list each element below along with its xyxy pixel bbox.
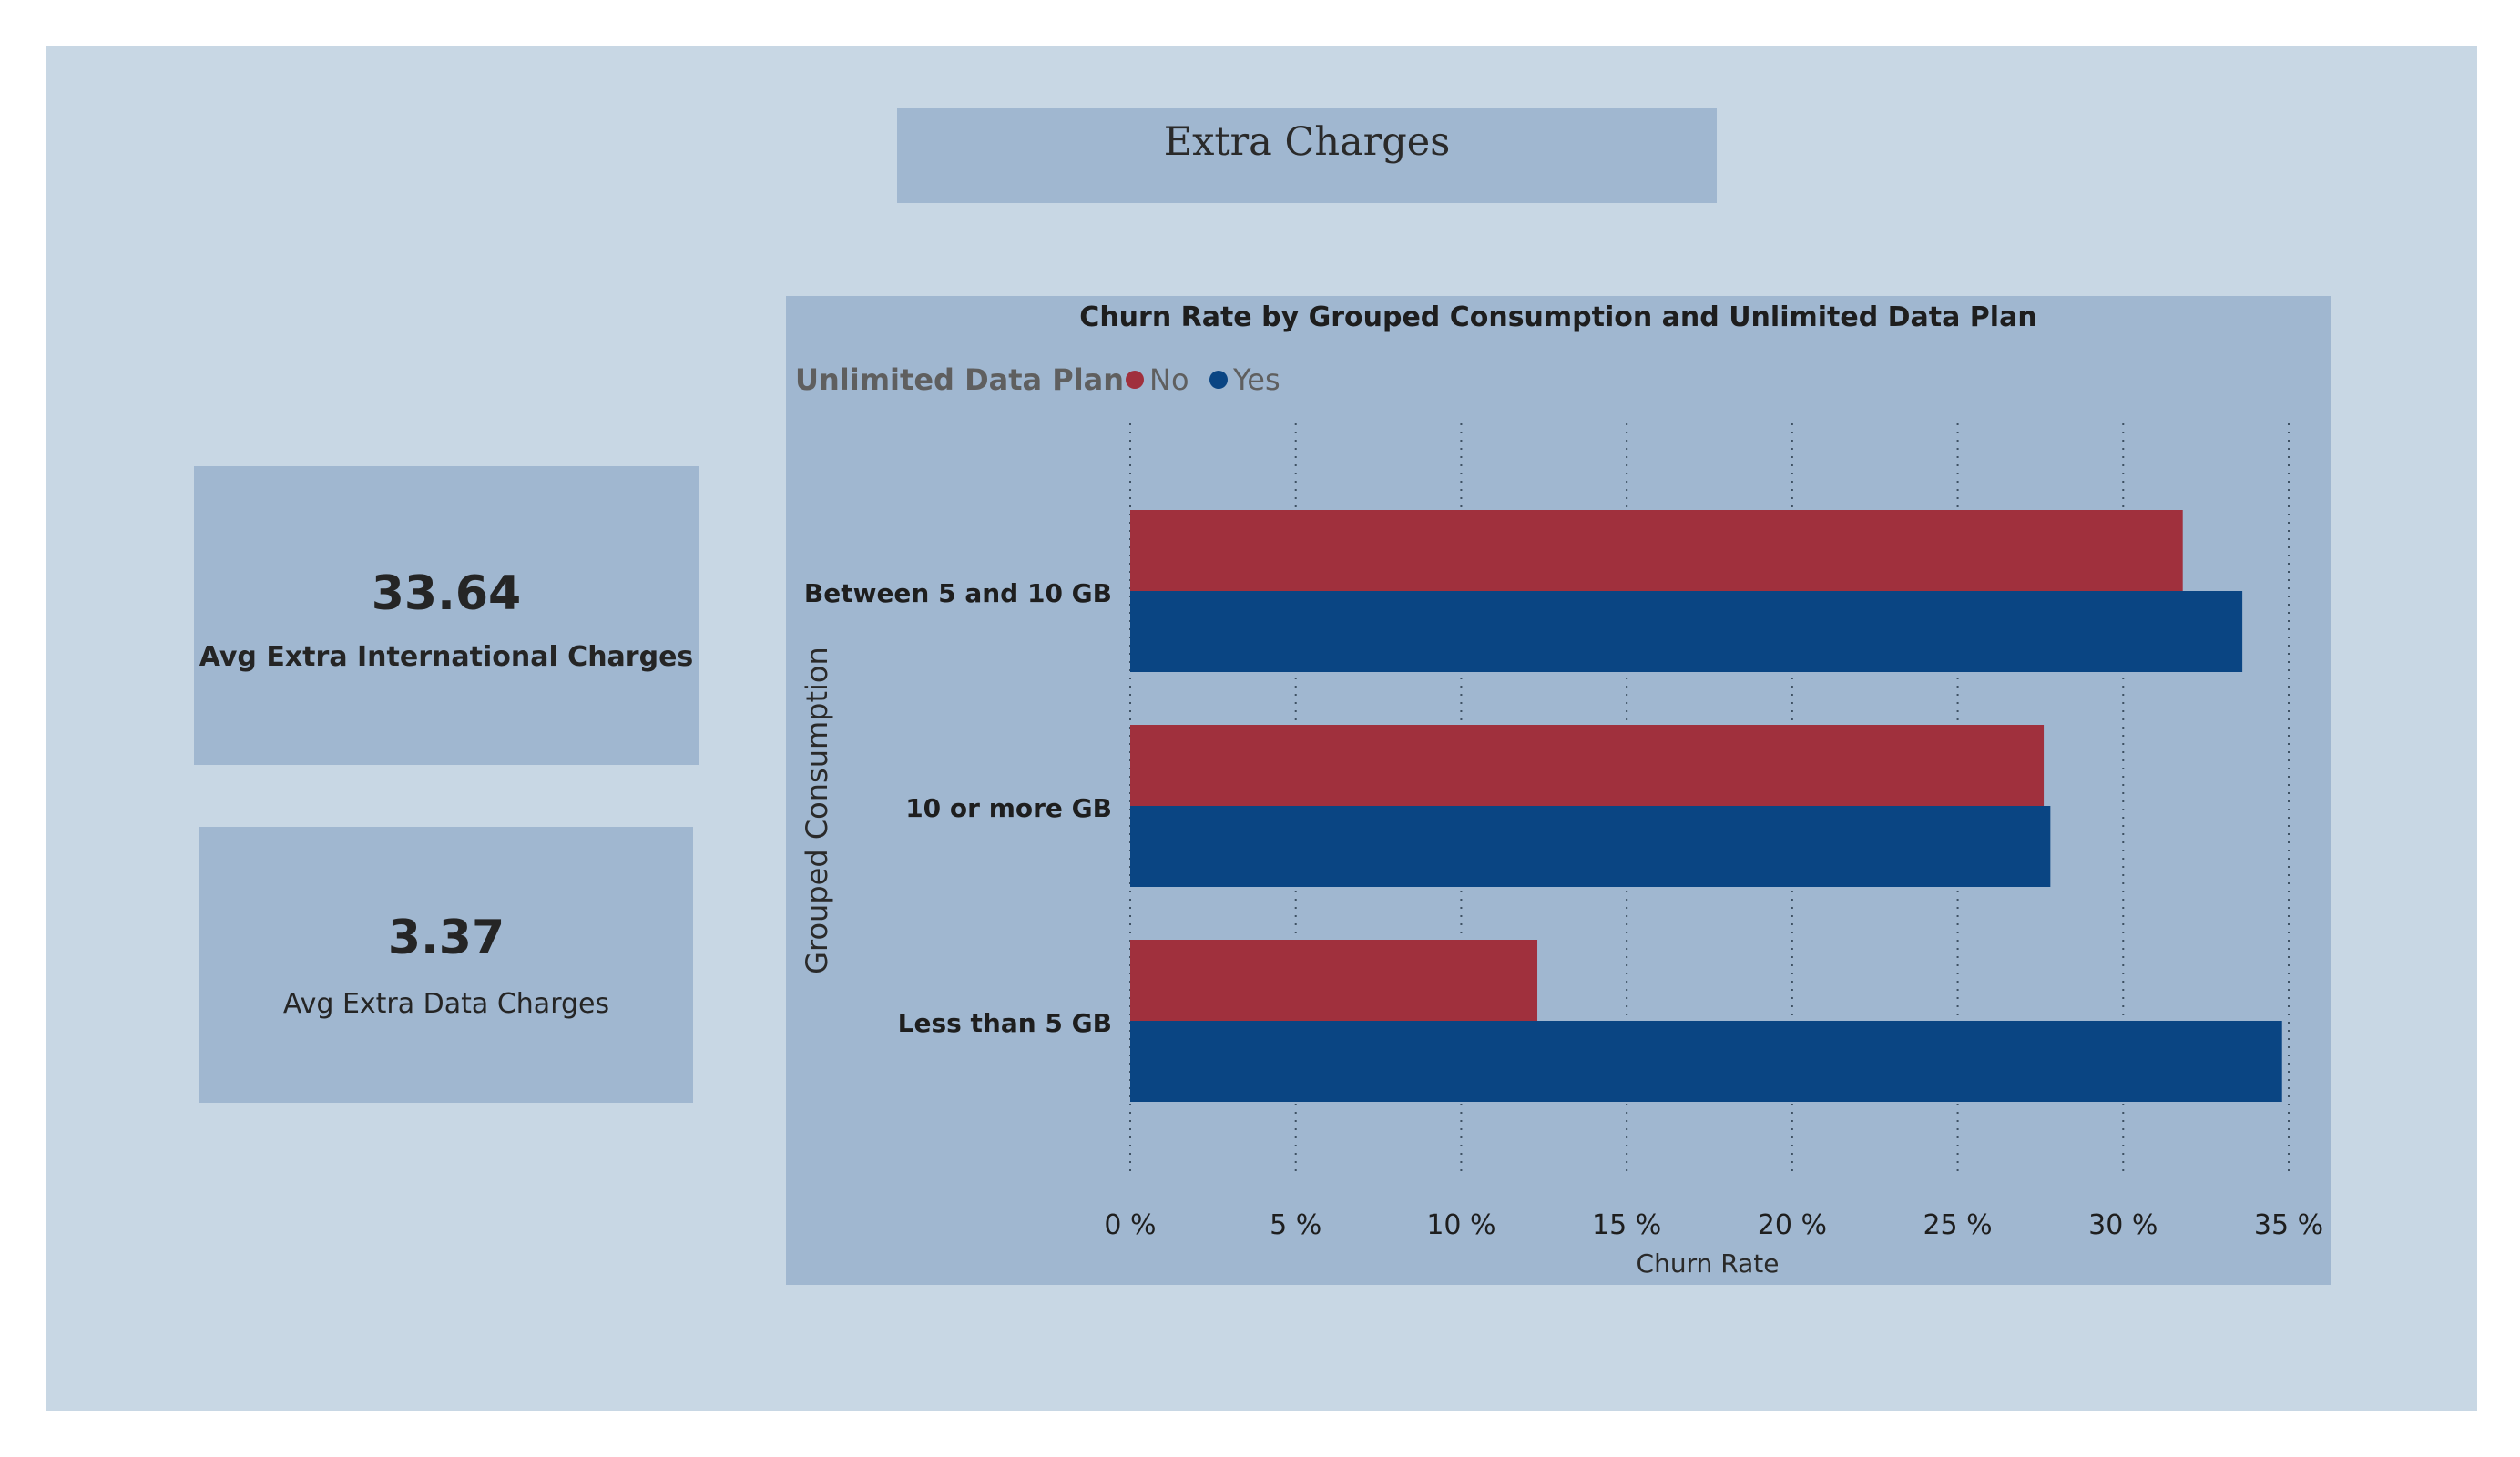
kpi-card-data-charges[interactable]: 3.37 Avg Extra Data Charges — [199, 827, 693, 1103]
kpi-value: 3.37 — [387, 911, 505, 965]
x-tick-label: 10 % — [1426, 1209, 1495, 1241]
x-axis-label: Churn Rate — [1637, 1248, 1780, 1279]
legend-marker-no — [1126, 371, 1144, 389]
y-axis-label: Grouped Consumption — [800, 647, 834, 974]
category-label: Between 5 and 10 GB — [804, 578, 1112, 608]
x-tick-label: 15 % — [1592, 1209, 1661, 1241]
kpi-value: 33.64 — [371, 566, 522, 621]
bar-yes[interactable] — [1130, 591, 2243, 672]
bar-no[interactable] — [1130, 510, 2183, 591]
category-label: Less than 5 GB — [898, 1008, 1112, 1038]
page-title: Extra Charges — [1163, 119, 1451, 165]
kpi-card-international-charges[interactable]: 33.64 Avg Extra International Charges — [194, 466, 699, 765]
x-tick-label: 35 % — [2254, 1209, 2323, 1241]
legend-label-no: No — [1149, 362, 1189, 397]
category-label: 10 or more GB — [905, 793, 1112, 823]
page-title-box: Extra Charges — [897, 108, 1717, 203]
chart-canvas: Churn Rate by Grouped Consumption and Un… — [795, 301, 2323, 1279]
legend-title: Unlimited Data Plan — [795, 362, 1124, 397]
legend-label-yes: Yes — [1232, 362, 1280, 397]
x-tick-label: 25 % — [1923, 1209, 1992, 1241]
bar-no[interactable] — [1130, 940, 1538, 1021]
kpi-label: Avg Extra Data Charges — [282, 988, 610, 1020]
x-tick-label: 5 % — [1270, 1209, 1321, 1241]
chart-title: Churn Rate by Grouped Consumption and Un… — [1079, 301, 2036, 333]
kpi-label: Avg Extra International Charges — [199, 641, 694, 673]
bar-no[interactable] — [1130, 725, 2045, 806]
x-tick-label: 20 % — [1758, 1209, 1827, 1241]
bar-yes[interactable] — [1130, 1021, 2282, 1102]
x-tick-label: 30 % — [2088, 1209, 2158, 1241]
bar-yes[interactable] — [1130, 806, 2051, 887]
report-page: Extra Charges 33.64 Avg Extra Internatio… — [46, 46, 2477, 1411]
churn-rate-chart[interactable]: Churn Rate by Grouped Consumption and Un… — [786, 296, 2331, 1285]
legend-marker-yes — [1209, 371, 1228, 389]
x-tick-label: 0 % — [1104, 1209, 1156, 1241]
